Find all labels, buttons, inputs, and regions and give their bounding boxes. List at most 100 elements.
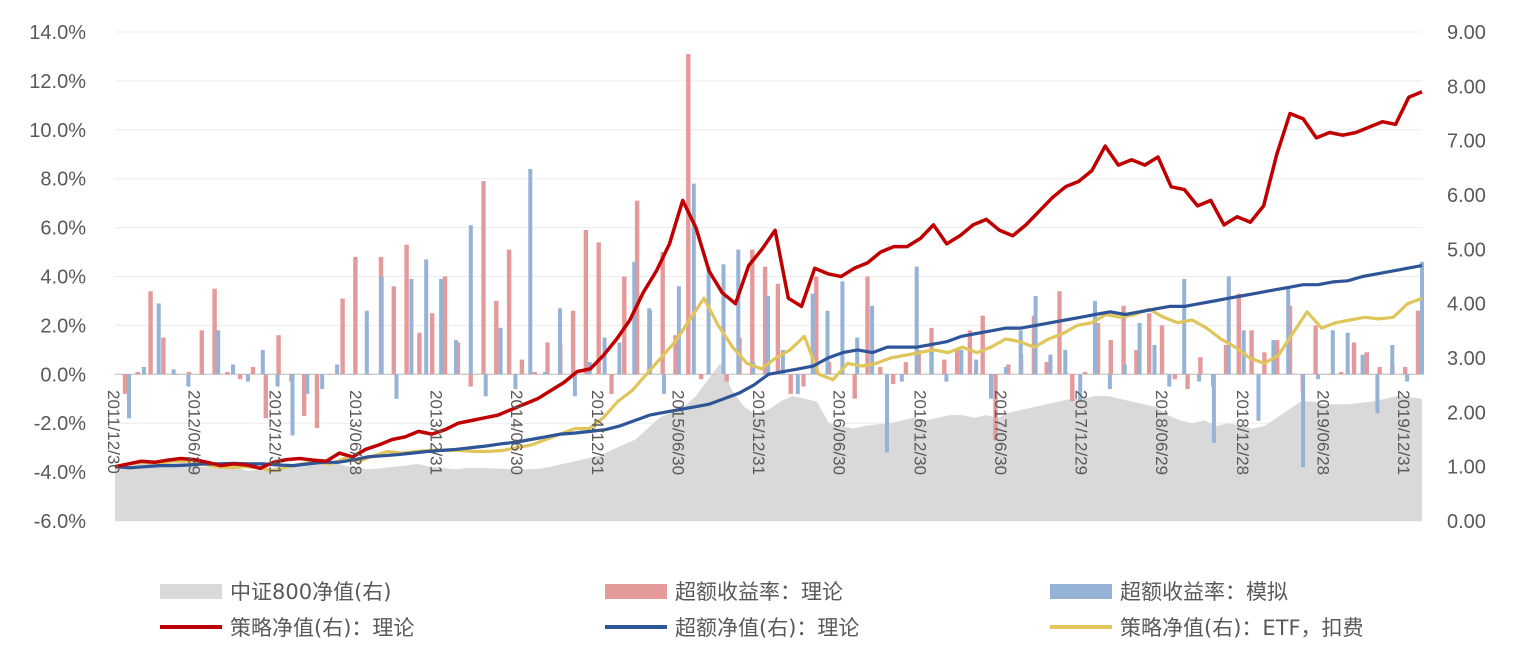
bar-excess-sim bbox=[706, 266, 711, 375]
bar-excess-sim bbox=[721, 264, 726, 375]
bar-excess-theory bbox=[1172, 374, 1177, 380]
bar-excess-sim bbox=[870, 305, 875, 375]
bar-excess-sim bbox=[1316, 374, 1320, 380]
x-tick-label: 2015/12/31 bbox=[749, 390, 768, 475]
legend-item-csi800: 中证800净值(右) bbox=[160, 576, 391, 606]
bar-excess-sim bbox=[513, 374, 518, 389]
bar-excess-sim bbox=[691, 183, 696, 375]
legend-swatch-bar bbox=[1050, 583, 1112, 599]
bar-excess-theory bbox=[186, 371, 192, 375]
bar-excess-theory bbox=[865, 276, 870, 375]
bar-excess-theory bbox=[250, 367, 256, 375]
bar-excess-sim bbox=[260, 349, 265, 375]
left-tick-label: 14.0% bbox=[29, 22, 86, 44]
bar-excess-sim bbox=[543, 371, 548, 375]
x-tick-label: 2013/12/31 bbox=[427, 390, 446, 475]
bar-excess-theory bbox=[442, 276, 448, 375]
bar-excess-theory bbox=[634, 200, 640, 375]
bar-excess-sim bbox=[1420, 261, 1424, 375]
bar-excess-theory bbox=[494, 300, 499, 375]
bar-excess-theory bbox=[609, 374, 614, 394]
bar-excess-theory bbox=[1147, 313, 1152, 375]
bar-excess-sim bbox=[468, 225, 473, 375]
bar-excess-theory bbox=[506, 249, 512, 375]
bar-excess-sim bbox=[974, 359, 979, 375]
bar-excess-theory bbox=[903, 362, 909, 375]
bar-excess-sim bbox=[1226, 276, 1231, 375]
bar-excess-sim bbox=[320, 374, 325, 389]
bar-excess-sim bbox=[1330, 330, 1335, 375]
right-tick-label: 0.00 bbox=[1447, 511, 1486, 533]
bar-excess-sim bbox=[201, 374, 206, 375]
x-axis-ticks: 2011/12/30 2012/06/29 2012/12/31 2013/06/28… bbox=[104, 390, 1413, 475]
bar-excess-sim bbox=[929, 349, 934, 375]
right-tick-label: 1.00 bbox=[1447, 457, 1486, 479]
bar-excess-sim bbox=[766, 296, 771, 375]
bar-excess-theory bbox=[263, 374, 268, 419]
bar-excess-sim bbox=[379, 276, 384, 375]
bar-excess-sim bbox=[617, 342, 622, 375]
right-tick-label: 4.00 bbox=[1447, 294, 1486, 316]
bar-excess-sim bbox=[127, 374, 131, 419]
bar-excess-theory bbox=[660, 252, 665, 375]
bar-excess-sim bbox=[632, 261, 637, 375]
bar-excess-theory bbox=[1364, 352, 1369, 375]
bar-excess-sim bbox=[335, 364, 340, 375]
bar-excess-theory bbox=[276, 335, 281, 375]
bar-excess-theory bbox=[417, 332, 422, 375]
bar-excess-sim bbox=[1093, 300, 1097, 375]
legend: 中证800净值(右) 超额收益率：理论 超额收益率：模拟 策略净值(右)：理论 … bbox=[0, 566, 1521, 651]
bar-excess-sim bbox=[1033, 296, 1038, 375]
bar-excess-sim bbox=[364, 310, 369, 375]
bar-excess-sim bbox=[156, 303, 161, 375]
bar-excess-theory bbox=[122, 374, 128, 394]
bar-excess-sim bbox=[439, 278, 444, 375]
legend-item-strategy-theory: 策略净值(右)：理论 bbox=[160, 612, 414, 642]
left-tick-label: -2.0% bbox=[34, 413, 86, 435]
bar-excess-theory bbox=[340, 298, 345, 375]
bar-excess-theory bbox=[1108, 340, 1113, 375]
bar-excess-sim bbox=[1107, 374, 1112, 389]
bar-excess-theory bbox=[1006, 364, 1011, 375]
bar-excess-sim bbox=[216, 330, 221, 375]
right-tick-label: 6.00 bbox=[1447, 185, 1486, 207]
bar-excess-sim bbox=[349, 374, 354, 375]
area-csi800 bbox=[115, 363, 1422, 521]
bar-excess-theory bbox=[1095, 323, 1101, 375]
bar-excess-theory bbox=[1057, 291, 1062, 375]
bar-excess-theory bbox=[353, 256, 358, 375]
bar-excess-sim bbox=[558, 308, 562, 375]
legend-swatch-area bbox=[160, 583, 222, 599]
left-tick-label: 4.0% bbox=[40, 267, 86, 289]
legend-label: 超额净值(右)：理论 bbox=[675, 616, 860, 640]
bar-excess-sim bbox=[305, 374, 310, 394]
bar-excess-sim bbox=[290, 374, 295, 436]
bar-excess-sim bbox=[1211, 374, 1216, 443]
bar-excess-sim bbox=[1390, 345, 1395, 375]
bar-excess-sim bbox=[1301, 374, 1306, 468]
bar-excess-sim bbox=[914, 266, 919, 375]
legend-item-excess-nav: 超额净值(右)：理论 bbox=[605, 612, 859, 642]
bar-excess-theory bbox=[570, 310, 576, 375]
line-excess-nav bbox=[114, 264, 1423, 470]
bar-excess-theory bbox=[1313, 325, 1318, 375]
bar-excess-sim bbox=[1048, 354, 1053, 375]
bar-excess-theory bbox=[225, 371, 230, 375]
legend-item-strategy-etf: 策略净值(右)：ETF，扣费 bbox=[1050, 612, 1364, 642]
bar-excess-theory bbox=[199, 330, 204, 375]
x-tick-label: 2011/12/30 bbox=[104, 390, 123, 474]
bar-excess-sim bbox=[662, 374, 666, 394]
bar-excess-theory bbox=[545, 342, 550, 375]
bar-excess-sim bbox=[855, 337, 860, 375]
bar-excess-theory bbox=[1159, 325, 1165, 375]
bar-excess-sim bbox=[275, 374, 280, 387]
bar-excess-theory bbox=[673, 335, 678, 375]
bar-excess-theory bbox=[1339, 371, 1344, 375]
bar-excess-theory bbox=[1134, 349, 1139, 375]
legend-label: 中证800净值(右) bbox=[230, 580, 392, 604]
left-axis-ticks: 14.0% 12.0% 10.0% 8.0% 6.0% 4.0% 2.0% 0.0% -2.0%… bbox=[29, 22, 86, 533]
bar-excess-theory bbox=[775, 283, 781, 375]
bar-excess-sim bbox=[528, 168, 533, 375]
x-tick-label: 2016/12/30 bbox=[910, 390, 929, 475]
bar-excess-sim bbox=[186, 374, 191, 387]
